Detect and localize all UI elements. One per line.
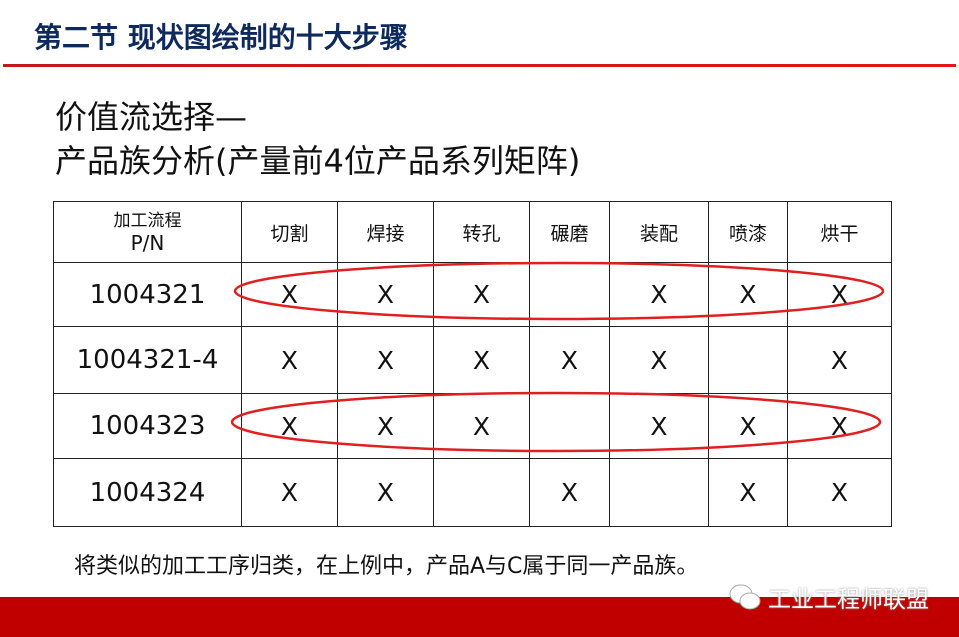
table-row: 1004323 X X X X X X (53, 393, 892, 459)
part-number: 1004321-4 (53, 326, 242, 394)
matrix-cell: X (529, 458, 610, 527)
column-header: 装配 (609, 201, 709, 263)
matrix-cell: X (337, 262, 434, 327)
part-number: 1004324 (53, 458, 242, 527)
matrix-cell (529, 393, 610, 459)
matrix-cell: X (241, 262, 338, 327)
matrix-cell (708, 326, 788, 394)
product-family-matrix: 加工流程 P/N 切割 焊接 转孔 碾磨 装配 喷漆 烘干 1004321 X X X X X X 1004… (53, 201, 892, 527)
matrix-cell (529, 262, 610, 327)
watermark: 工业工程师联盟 (728, 580, 929, 614)
matrix-cell: X (708, 262, 788, 327)
slide-title: 第二节 现状图绘制的十大步骤 (34, 21, 408, 54)
heading-line-1: 价值流选择— (55, 98, 248, 136)
matrix-cell: X (433, 326, 530, 394)
column-header: 喷漆 (708, 201, 788, 263)
corner-pn-label: P/N (130, 231, 165, 255)
column-header: 转孔 (433, 201, 530, 263)
matrix-cell: X (433, 262, 530, 327)
matrix-cell: X (609, 262, 709, 327)
table-row: 1004324 X X X X X (53, 458, 892, 527)
title-divider (3, 64, 956, 67)
matrix-cell: X (787, 458, 892, 527)
matrix-cell: X (241, 326, 338, 394)
matrix-cell: X (787, 262, 892, 327)
matrix-cell: X (787, 393, 892, 459)
matrix-cell: X (708, 393, 788, 459)
part-number: 1004321 (53, 262, 242, 327)
watermark-text: 工业工程师联盟 (768, 587, 929, 613)
corner-header: 加工流程 P/N (53, 201, 242, 263)
table-row: 1004321 X X X X X X (53, 262, 892, 327)
matrix-cell: X (787, 326, 892, 394)
matrix-cell (433, 458, 530, 527)
matrix-cell: X (529, 326, 610, 394)
matrix-cell: X (337, 393, 434, 459)
column-header: 切割 (241, 201, 338, 263)
column-header: 烘干 (787, 201, 892, 263)
matrix-cell: X (609, 326, 709, 394)
matrix-cell: X (337, 458, 434, 527)
footer-band (0, 597, 959, 637)
matrix-cell: X (433, 393, 530, 459)
heading-line-2: 产品族分析(产量前4位产品系列矩阵) (55, 142, 581, 180)
matrix-cell (609, 458, 709, 527)
matrix-cell: X (708, 458, 788, 527)
note-text: 将类似的加工工序归类，在上例中，产品A与C属于同一产品族。 (74, 554, 699, 579)
corner-process-label: 加工流程 (113, 211, 182, 231)
matrix-cell: X (241, 393, 338, 459)
table-row: 1004321-4 X X X X X X (53, 326, 892, 394)
column-header: 碾磨 (529, 201, 610, 263)
matrix-cell: X (241, 458, 338, 527)
matrix-cell: X (609, 393, 709, 459)
column-header: 焊接 (337, 201, 434, 263)
part-number: 1004323 (53, 393, 242, 459)
matrix-cell: X (337, 326, 434, 394)
wechat-icon (729, 584, 761, 610)
